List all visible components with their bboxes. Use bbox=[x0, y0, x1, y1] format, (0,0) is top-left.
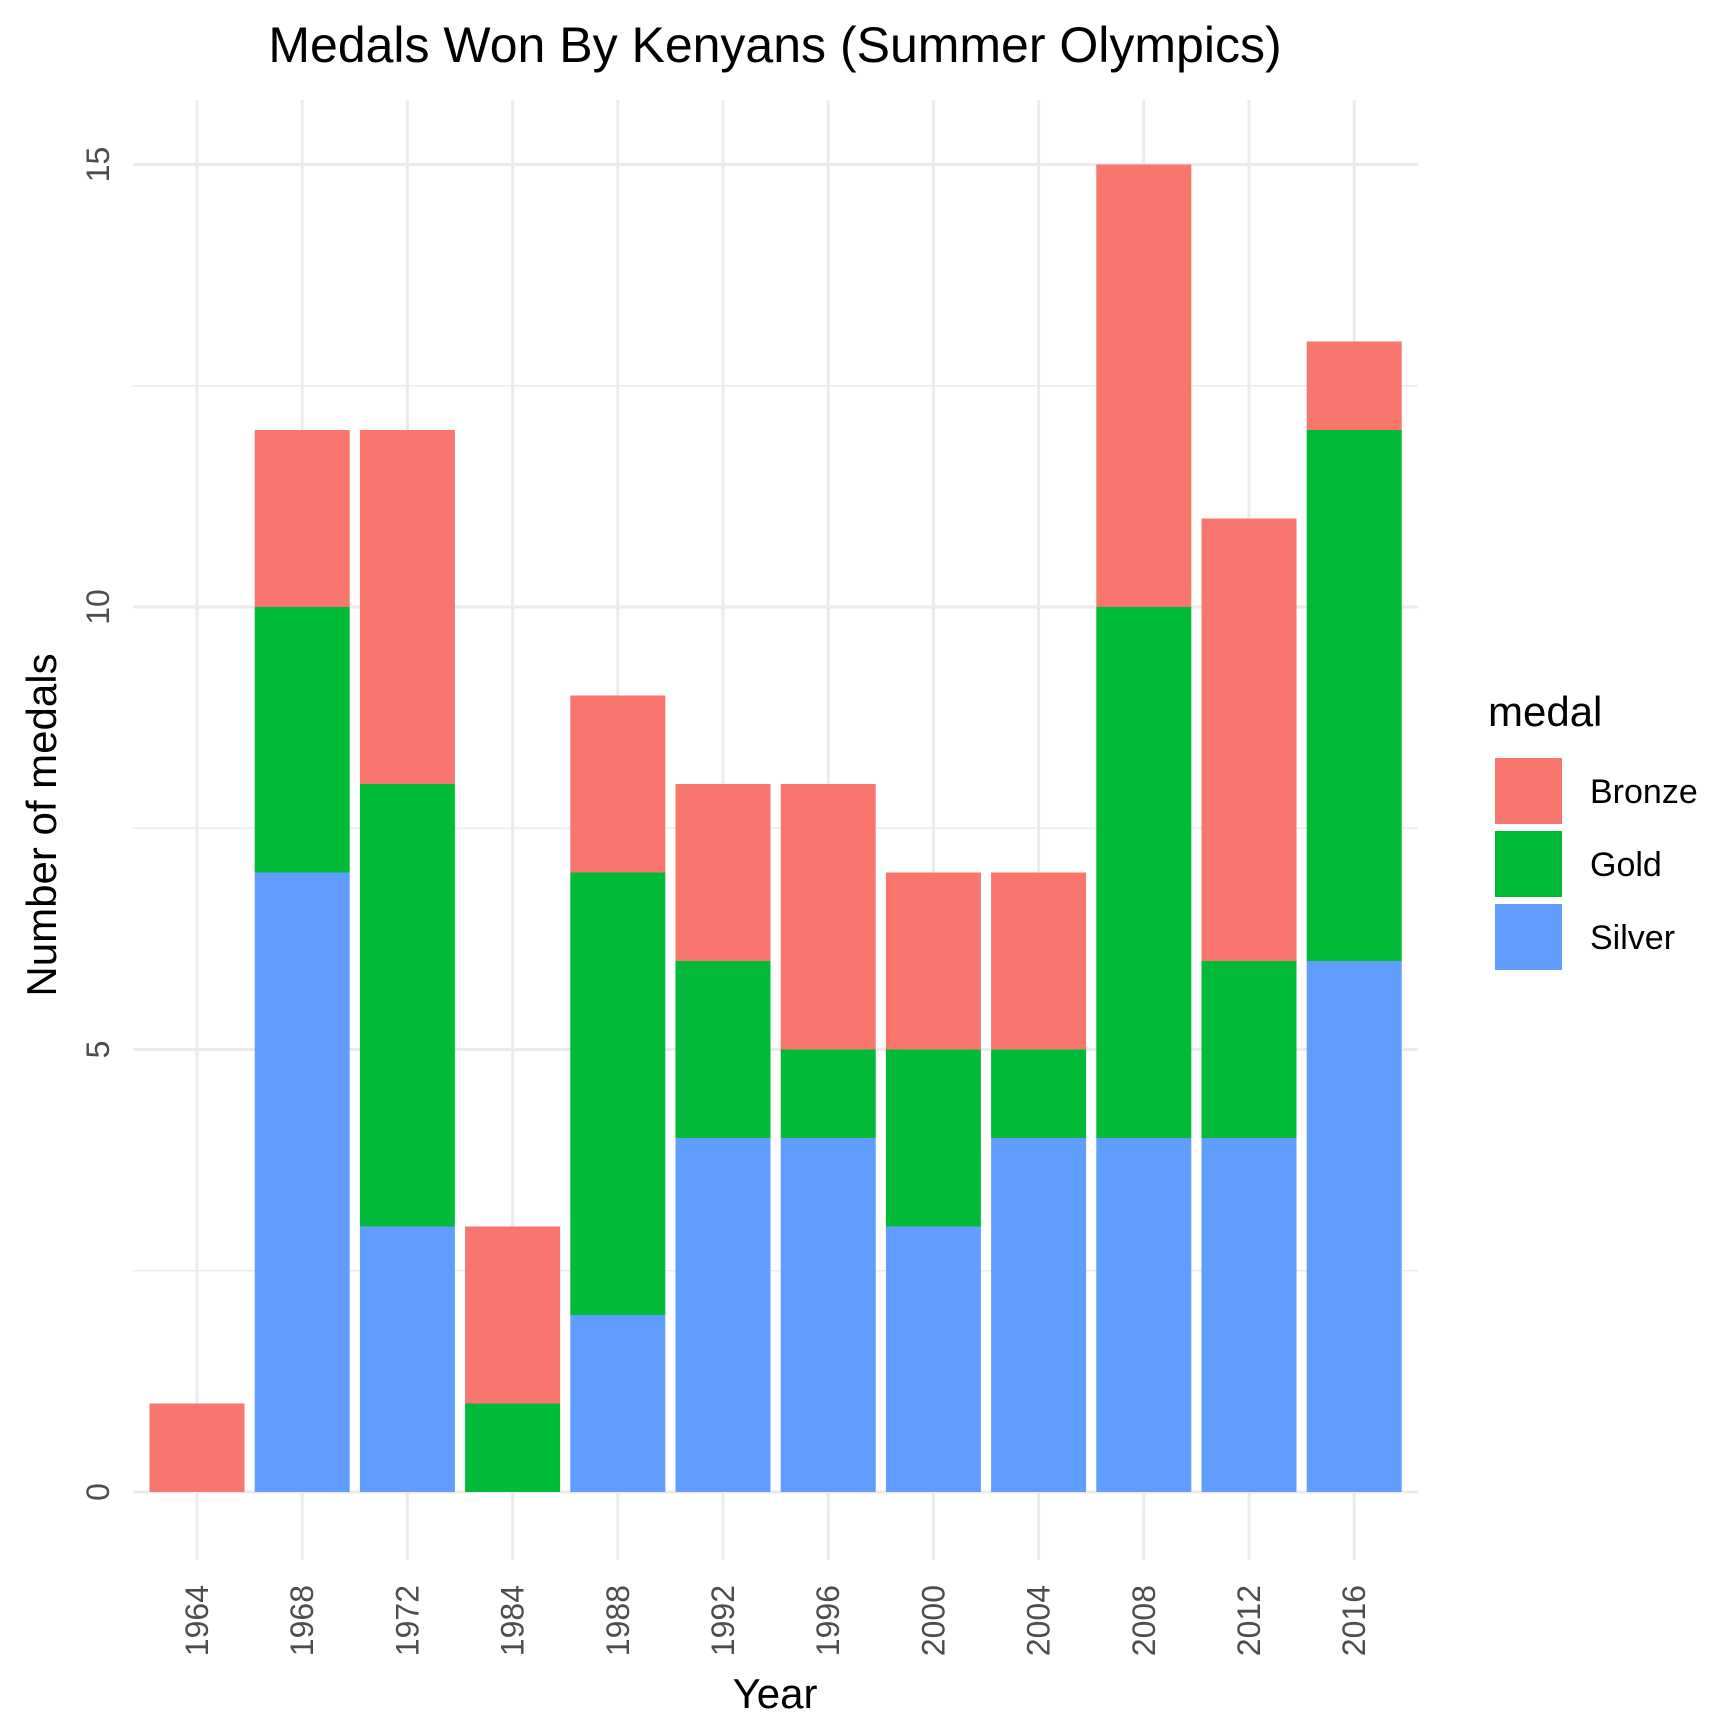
bar-bronze-2004 bbox=[991, 872, 1087, 1050]
y-tick-label: 10 bbox=[80, 589, 116, 625]
axes-layer: 0 5 10 15 1964 1968 1972 1984 1988 1992 1996 2000 20… bbox=[80, 147, 1372, 1656]
bar-bronze-2012 bbox=[1201, 518, 1297, 961]
bar-gold-1988 bbox=[570, 872, 666, 1315]
bar-silver-1996 bbox=[780, 1138, 876, 1492]
bar-bronze-1964 bbox=[149, 1403, 245, 1492]
bar-bronze-2008 bbox=[1096, 164, 1192, 607]
x-tick-label: 1996 bbox=[810, 1585, 846, 1656]
x-tick-label: 2012 bbox=[1231, 1585, 1267, 1656]
bar-silver-2000 bbox=[885, 1226, 981, 1492]
bar-bronze-1992 bbox=[675, 784, 771, 961]
y-tick-label: 15 bbox=[80, 147, 116, 183]
bar-silver-1968 bbox=[254, 872, 350, 1492]
y-tick-label: 5 bbox=[80, 1041, 116, 1059]
bar-gold-1968 bbox=[254, 607, 350, 873]
x-tick-label: 2008 bbox=[1126, 1585, 1162, 1656]
legend-key-silver bbox=[1495, 904, 1562, 970]
x-tick-label: 1988 bbox=[600, 1585, 636, 1656]
bar-bronze-2000 bbox=[885, 872, 981, 1050]
legend-key-gold bbox=[1495, 831, 1562, 897]
x-tick-label: 1964 bbox=[179, 1585, 215, 1656]
bar-gold-1972 bbox=[359, 784, 455, 1227]
bar-gold-1984 bbox=[465, 1403, 561, 1492]
bar-gold-2012 bbox=[1201, 961, 1297, 1138]
x-tick-label: 1968 bbox=[284, 1585, 320, 1656]
legend-key-bronze bbox=[1495, 758, 1562, 824]
legend-title: medal bbox=[1488, 688, 1602, 735]
bar-gold-1996 bbox=[780, 1049, 876, 1138]
x-tick-label: 2004 bbox=[1021, 1585, 1057, 1656]
bar-silver-2004 bbox=[991, 1138, 1087, 1492]
x-axis-title: Year bbox=[733, 1670, 818, 1717]
bar-bronze-1988 bbox=[570, 695, 666, 873]
bar-bronze-1972 bbox=[359, 430, 455, 784]
bar-gold-1992 bbox=[675, 961, 771, 1138]
x-tick-label: 1984 bbox=[495, 1585, 531, 1656]
bar-gold-2016 bbox=[1306, 430, 1402, 961]
bar-silver-2012 bbox=[1201, 1138, 1297, 1492]
bar-silver-1992 bbox=[675, 1138, 771, 1492]
bar-bronze-1984 bbox=[465, 1226, 561, 1404]
legend-label-silver: Silver bbox=[1590, 919, 1675, 957]
bar-gold-2000 bbox=[885, 1049, 981, 1227]
legend-label-gold: Gold bbox=[1590, 846, 1662, 884]
bar-silver-2008 bbox=[1096, 1138, 1192, 1492]
y-axis-title: Number of medals bbox=[18, 653, 65, 996]
x-tick-label: 1972 bbox=[389, 1585, 425, 1656]
bar-silver-2016 bbox=[1306, 961, 1402, 1492]
legend: medal Bronze Gold Silver bbox=[1488, 688, 1698, 970]
y-tick-label: 0 bbox=[80, 1483, 116, 1501]
bar-bronze-2016 bbox=[1306, 341, 1402, 430]
legend-label-bronze: Bronze bbox=[1590, 773, 1698, 811]
x-tick-label: 2000 bbox=[915, 1585, 951, 1656]
x-tick-label: 2016 bbox=[1336, 1585, 1372, 1656]
bar-silver-1988 bbox=[570, 1315, 666, 1492]
bar-silver-1972 bbox=[359, 1226, 455, 1492]
bar-bronze-1968 bbox=[254, 430, 350, 607]
x-tick-label: 1992 bbox=[705, 1585, 741, 1656]
bar-gold-2004 bbox=[991, 1049, 1087, 1138]
bars-layer bbox=[149, 164, 1402, 1492]
chart-title: Medals Won By Kenyans (Summer Olympics) bbox=[268, 17, 1281, 73]
bar-gold-2008 bbox=[1096, 607, 1192, 1138]
bar-bronze-1996 bbox=[780, 784, 876, 1050]
